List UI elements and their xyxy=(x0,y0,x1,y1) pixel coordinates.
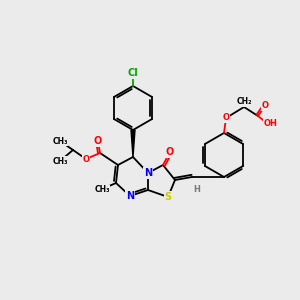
Text: Cl: Cl xyxy=(128,68,138,78)
Text: S: S xyxy=(164,192,172,202)
Text: N: N xyxy=(126,191,134,201)
Text: OH: OH xyxy=(264,119,278,128)
Text: H: H xyxy=(194,184,200,194)
Text: CH₂: CH₂ xyxy=(236,98,252,106)
Text: CH₃: CH₃ xyxy=(52,157,68,166)
Polygon shape xyxy=(131,130,135,157)
Text: O: O xyxy=(94,136,102,146)
Text: O: O xyxy=(223,113,230,122)
Text: O: O xyxy=(166,147,174,157)
Text: CH₃: CH₃ xyxy=(52,136,68,146)
Text: N: N xyxy=(144,168,152,178)
Text: O: O xyxy=(262,101,268,110)
Text: O: O xyxy=(82,154,89,164)
Text: CH₃: CH₃ xyxy=(94,185,110,194)
